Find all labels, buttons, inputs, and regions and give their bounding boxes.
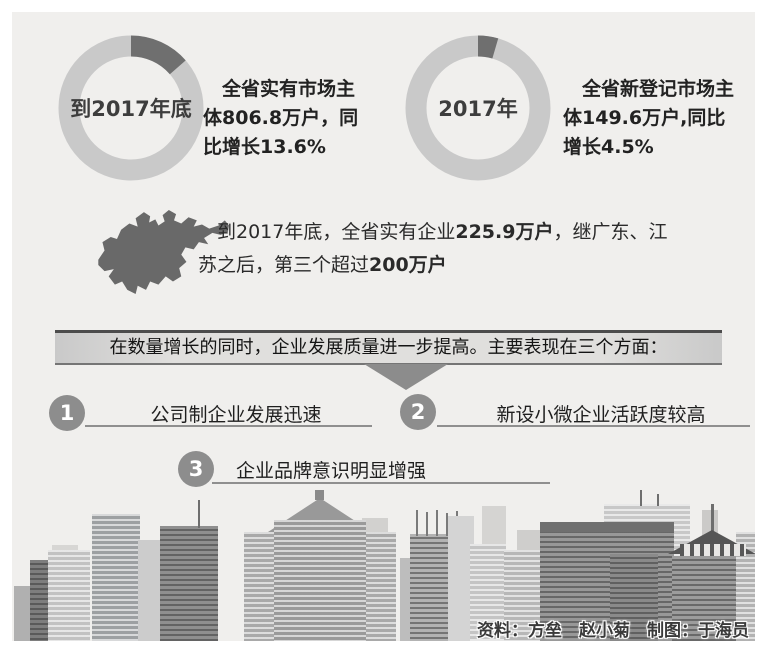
quality-banner: 在数量增长的同时，企业发展质量进一步提高。主要表现在三个方面： bbox=[55, 330, 722, 365]
infographic-canvas: 到2017年底 全省实有市场主 体806.8万户，同 比增长13.6% 2017… bbox=[12, 12, 755, 641]
building bbox=[446, 513, 448, 536]
donut-2-label: 2017年 bbox=[438, 97, 518, 121]
building bbox=[274, 520, 366, 641]
stat-line: 体806.8万户，同 bbox=[203, 107, 359, 129]
building bbox=[711, 504, 714, 532]
donut-chart-new-registrations: 2017年 bbox=[405, 35, 551, 181]
stat-line: 比增长13.6% bbox=[203, 136, 326, 158]
building bbox=[736, 532, 755, 641]
building bbox=[504, 550, 546, 641]
building bbox=[198, 500, 200, 528]
city-skyline bbox=[12, 490, 755, 641]
enterprise-note: 到2017年底，全省实有企业225.9万户，继广东、江 苏之后，第三个超过200… bbox=[198, 216, 668, 282]
building bbox=[138, 540, 164, 641]
building bbox=[436, 510, 438, 536]
building bbox=[160, 526, 218, 641]
note-line: 到2017年底，全省实有企业225.9万户，继广东、江 bbox=[217, 221, 668, 243]
stat-line: 全省实有市场主 bbox=[222, 78, 356, 100]
building bbox=[448, 516, 474, 641]
point-2-text: 新设小微企业活跃度较高 bbox=[496, 404, 706, 426]
point-3-rule bbox=[212, 482, 550, 484]
point-2-badge: 2 bbox=[400, 394, 436, 430]
point-1-text: 公司制企业发展迅速 bbox=[150, 404, 322, 426]
shandong-map-icon bbox=[98, 210, 229, 294]
stat-line: 增长4.5% bbox=[563, 136, 654, 158]
donut-chart-1-svg bbox=[58, 35, 204, 181]
point-3-text: 企业品牌意识明显增强 bbox=[235, 460, 426, 482]
point-1-rule bbox=[85, 425, 372, 427]
pagoda-band-icon bbox=[680, 544, 746, 556]
point-1-badge: 1 bbox=[49, 395, 85, 431]
donut-1-label: 到2017年底 bbox=[70, 97, 192, 121]
building bbox=[470, 544, 506, 641]
point-3-badge: 3 bbox=[178, 451, 214, 487]
building bbox=[92, 514, 140, 641]
building bbox=[640, 490, 642, 506]
building bbox=[426, 512, 428, 536]
stat-line: 全省新登记市场主 bbox=[582, 78, 735, 100]
stat-text-new-registrations: 全省新登记市场主 体149.6万户,同比 增长4.5% bbox=[563, 75, 755, 162]
building bbox=[657, 494, 659, 506]
building bbox=[30, 560, 50, 641]
point-2-number: 2 bbox=[410, 400, 426, 424]
building bbox=[610, 554, 658, 641]
building bbox=[540, 522, 674, 532]
donut-chart-2-svg bbox=[405, 35, 551, 181]
down-arrow-icon bbox=[364, 364, 448, 390]
point-1-number: 1 bbox=[59, 401, 75, 425]
note-line: 苏之后，第三个超过200万户 bbox=[198, 254, 447, 276]
point-2-rule bbox=[437, 425, 750, 427]
stat-text-existing-entities: 全省实有市场主 体806.8万户，同 比增长13.6% bbox=[203, 75, 413, 162]
donut-chart-existing-entities: 到2017年底 bbox=[58, 35, 204, 181]
pyramid-cap-icon bbox=[315, 490, 324, 500]
credits-text: 资料：方垒 赵小菊 制图：于海员 bbox=[477, 621, 749, 641]
stat-line: 体149.6万户,同比 bbox=[563, 107, 726, 129]
building bbox=[48, 550, 90, 641]
point-3-number: 3 bbox=[188, 457, 204, 481]
building bbox=[416, 510, 418, 536]
